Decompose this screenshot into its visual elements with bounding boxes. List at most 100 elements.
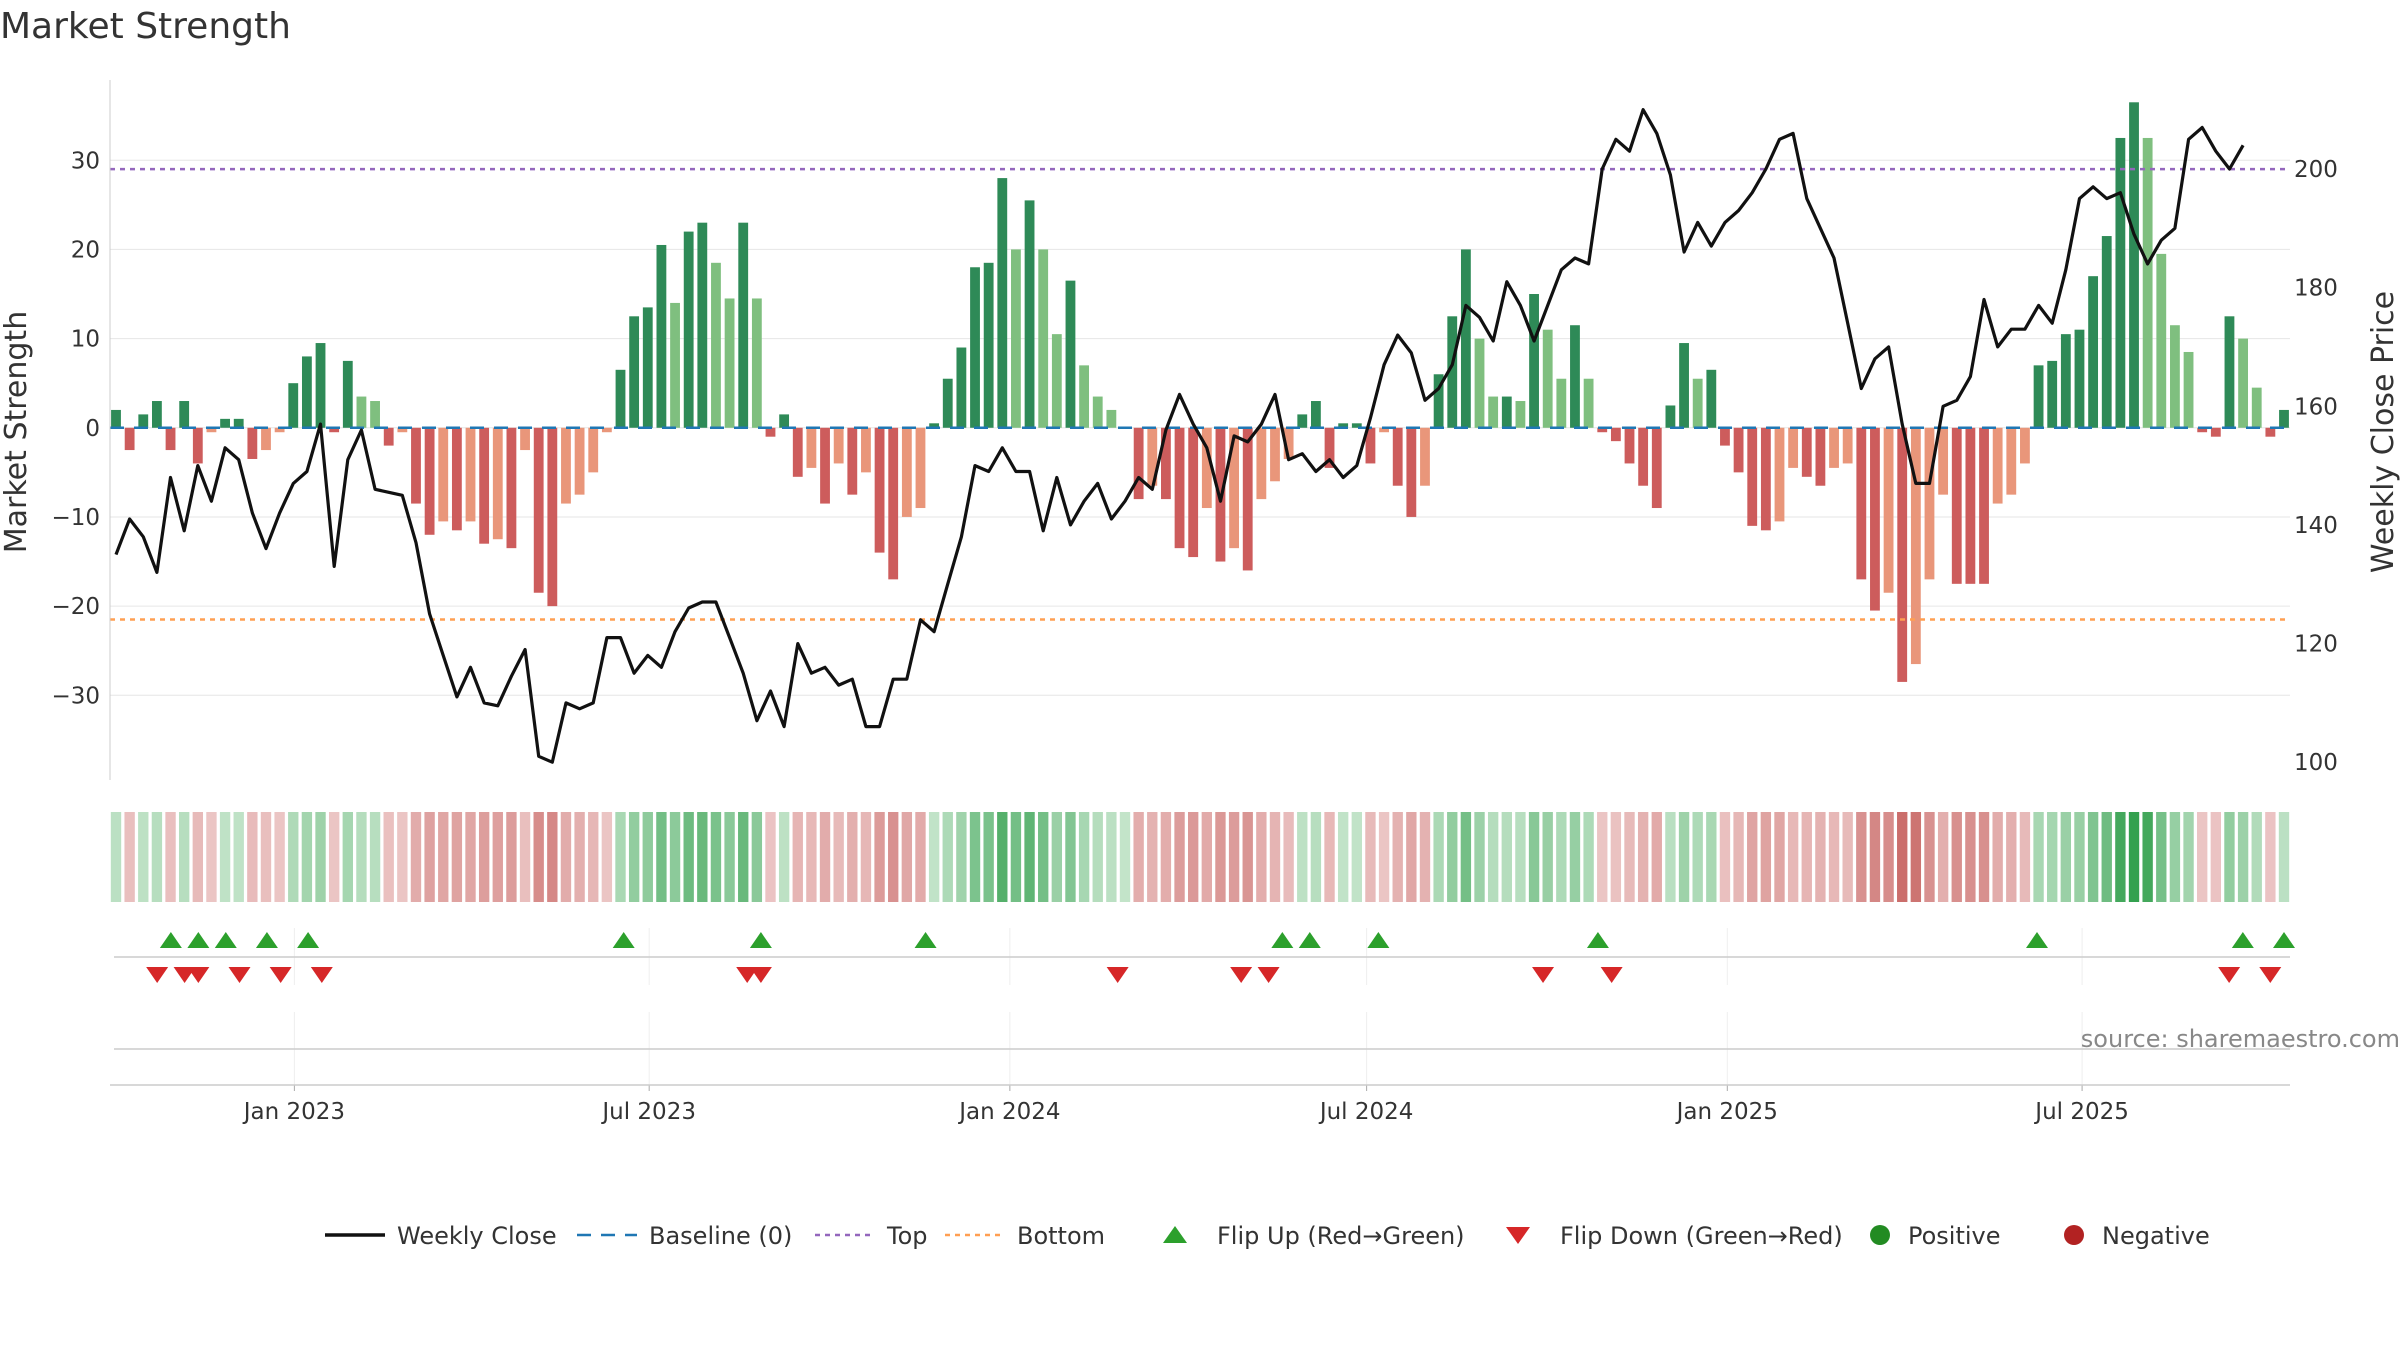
- strength-bar: [2156, 253, 2167, 428]
- strength-bar: [2197, 427, 2208, 433]
- heat-cell: [492, 812, 503, 902]
- heat-cell: [178, 812, 190, 902]
- heat-cell: [1269, 812, 1281, 902]
- strength-bar: [765, 427, 776, 437]
- heat-cell: [956, 812, 967, 902]
- heat-cell: [465, 812, 476, 902]
- strength-bar: [2210, 427, 2221, 437]
- strength-bar: [656, 244, 667, 428]
- strength-bar: [1065, 280, 1076, 428]
- heat-cell: [1692, 812, 1703, 902]
- heat-cell: [260, 812, 272, 902]
- strength-bar: [301, 356, 312, 428]
- heat-cell: [1147, 812, 1158, 902]
- legend-label-flip_down: Flip Down (Green→Red): [1560, 1222, 1843, 1250]
- heat-cell: [2033, 812, 2044, 902]
- strength-bar: [1310, 401, 1321, 428]
- heat-cell: [328, 812, 340, 902]
- strength-bar: [1515, 401, 1526, 428]
- flip-up-marker: [1367, 932, 1390, 948]
- heat-cell: [1487, 812, 1499, 902]
- strength-bar: [288, 383, 299, 428]
- y2-tick-label: 140: [2294, 513, 2338, 539]
- heat-cell: [710, 812, 722, 902]
- heat-cell: [1337, 812, 1349, 902]
- heat-cell: [1774, 812, 1785, 902]
- heat-cell: [369, 812, 381, 902]
- strength-bar: [356, 396, 367, 428]
- strength-bar: [942, 378, 953, 428]
- strength-bar: [2183, 351, 2194, 428]
- strength-bar: [1638, 427, 1649, 486]
- strength-bar: [1870, 427, 1880, 611]
- flip-down-marker: [749, 967, 772, 983]
- strength-bar: [1938, 427, 1949, 495]
- y2-tick-label: 200: [2294, 157, 2338, 183]
- y-tick-label: 0: [85, 416, 100, 442]
- heat-cell: [2197, 812, 2208, 902]
- strength-bar: [1270, 427, 1280, 482]
- heat-cell: [274, 812, 285, 902]
- y-tick-label: 20: [71, 237, 100, 263]
- strength-bar: [670, 302, 680, 428]
- heat-cell: [2251, 812, 2262, 902]
- y2-tick-label: 120: [2294, 632, 2338, 658]
- heat-cell: [1597, 812, 1608, 902]
- strength-bar: [929, 423, 940, 428]
- strength-bar: [874, 427, 885, 553]
- heat-cell: [1228, 812, 1240, 902]
- heat-cell: [1106, 812, 1117, 902]
- heat-cell: [1051, 812, 1063, 902]
- heat-cell: [1215, 812, 1226, 902]
- y2-tick-label: 160: [2294, 394, 2338, 420]
- strength-bar: [1242, 427, 1253, 571]
- strength-bar: [983, 262, 994, 428]
- strength-bar: [724, 298, 735, 428]
- heat-cell: [1883, 812, 1894, 902]
- strength-bar: [465, 427, 476, 522]
- strength-bar: [220, 418, 230, 428]
- strength-bar: [2224, 316, 2235, 428]
- flip-up-marker: [2273, 932, 2295, 948]
- heat-cell: [601, 812, 613, 902]
- heat-cell: [847, 812, 858, 902]
- flip-down-marker: [269, 967, 292, 983]
- flip-down-marker: [1532, 967, 1555, 983]
- legend-flip-down-swatch: [1506, 1227, 1530, 1244]
- legend-label-bottom: Bottom: [1017, 1222, 1105, 1250]
- heat-cell: [192, 812, 203, 902]
- strength-bar: [1910, 427, 1921, 665]
- strength-bar: [997, 178, 1008, 428]
- strength-bar: [329, 427, 340, 433]
- heat-cell: [1815, 812, 1826, 902]
- strength-bar: [1883, 427, 1894, 593]
- heat-cell: [247, 812, 258, 902]
- strength-bar: [601, 427, 612, 433]
- weekly-close-line: [114, 108, 2245, 764]
- strength-bar: [792, 427, 803, 477]
- heat-cell: [2115, 812, 2126, 902]
- strength-bar: [1774, 427, 1785, 522]
- heat-cell: [669, 812, 681, 902]
- heat-cell: [1515, 812, 1526, 902]
- strength-bar: [1338, 423, 1349, 428]
- strength-bar: [738, 222, 749, 428]
- strength-bar: [779, 414, 790, 428]
- heat-cell: [438, 812, 449, 902]
- heat-cell: [2142, 812, 2153, 902]
- flip-down-marker: [2218, 967, 2241, 983]
- strength-bar: [151, 401, 162, 428]
- heat-cell: [901, 812, 913, 902]
- strength-bar: [615, 369, 626, 428]
- heat-cell: [860, 812, 872, 902]
- x-tick-label: Jan 2025: [1675, 1099, 1778, 1125]
- heat-cell: [806, 812, 817, 902]
- flip-down-marker: [228, 967, 251, 983]
- heat-cell: [2278, 812, 2290, 902]
- flip-up-marker: [749, 932, 772, 948]
- heat-cell: [1610, 812, 1622, 902]
- source-label: source: sharemaestro.com: [2081, 1025, 2400, 1053]
- strength-bar: [124, 427, 135, 451]
- strength-bar: [1379, 427, 1389, 433]
- strength-bar: [1897, 427, 1908, 682]
